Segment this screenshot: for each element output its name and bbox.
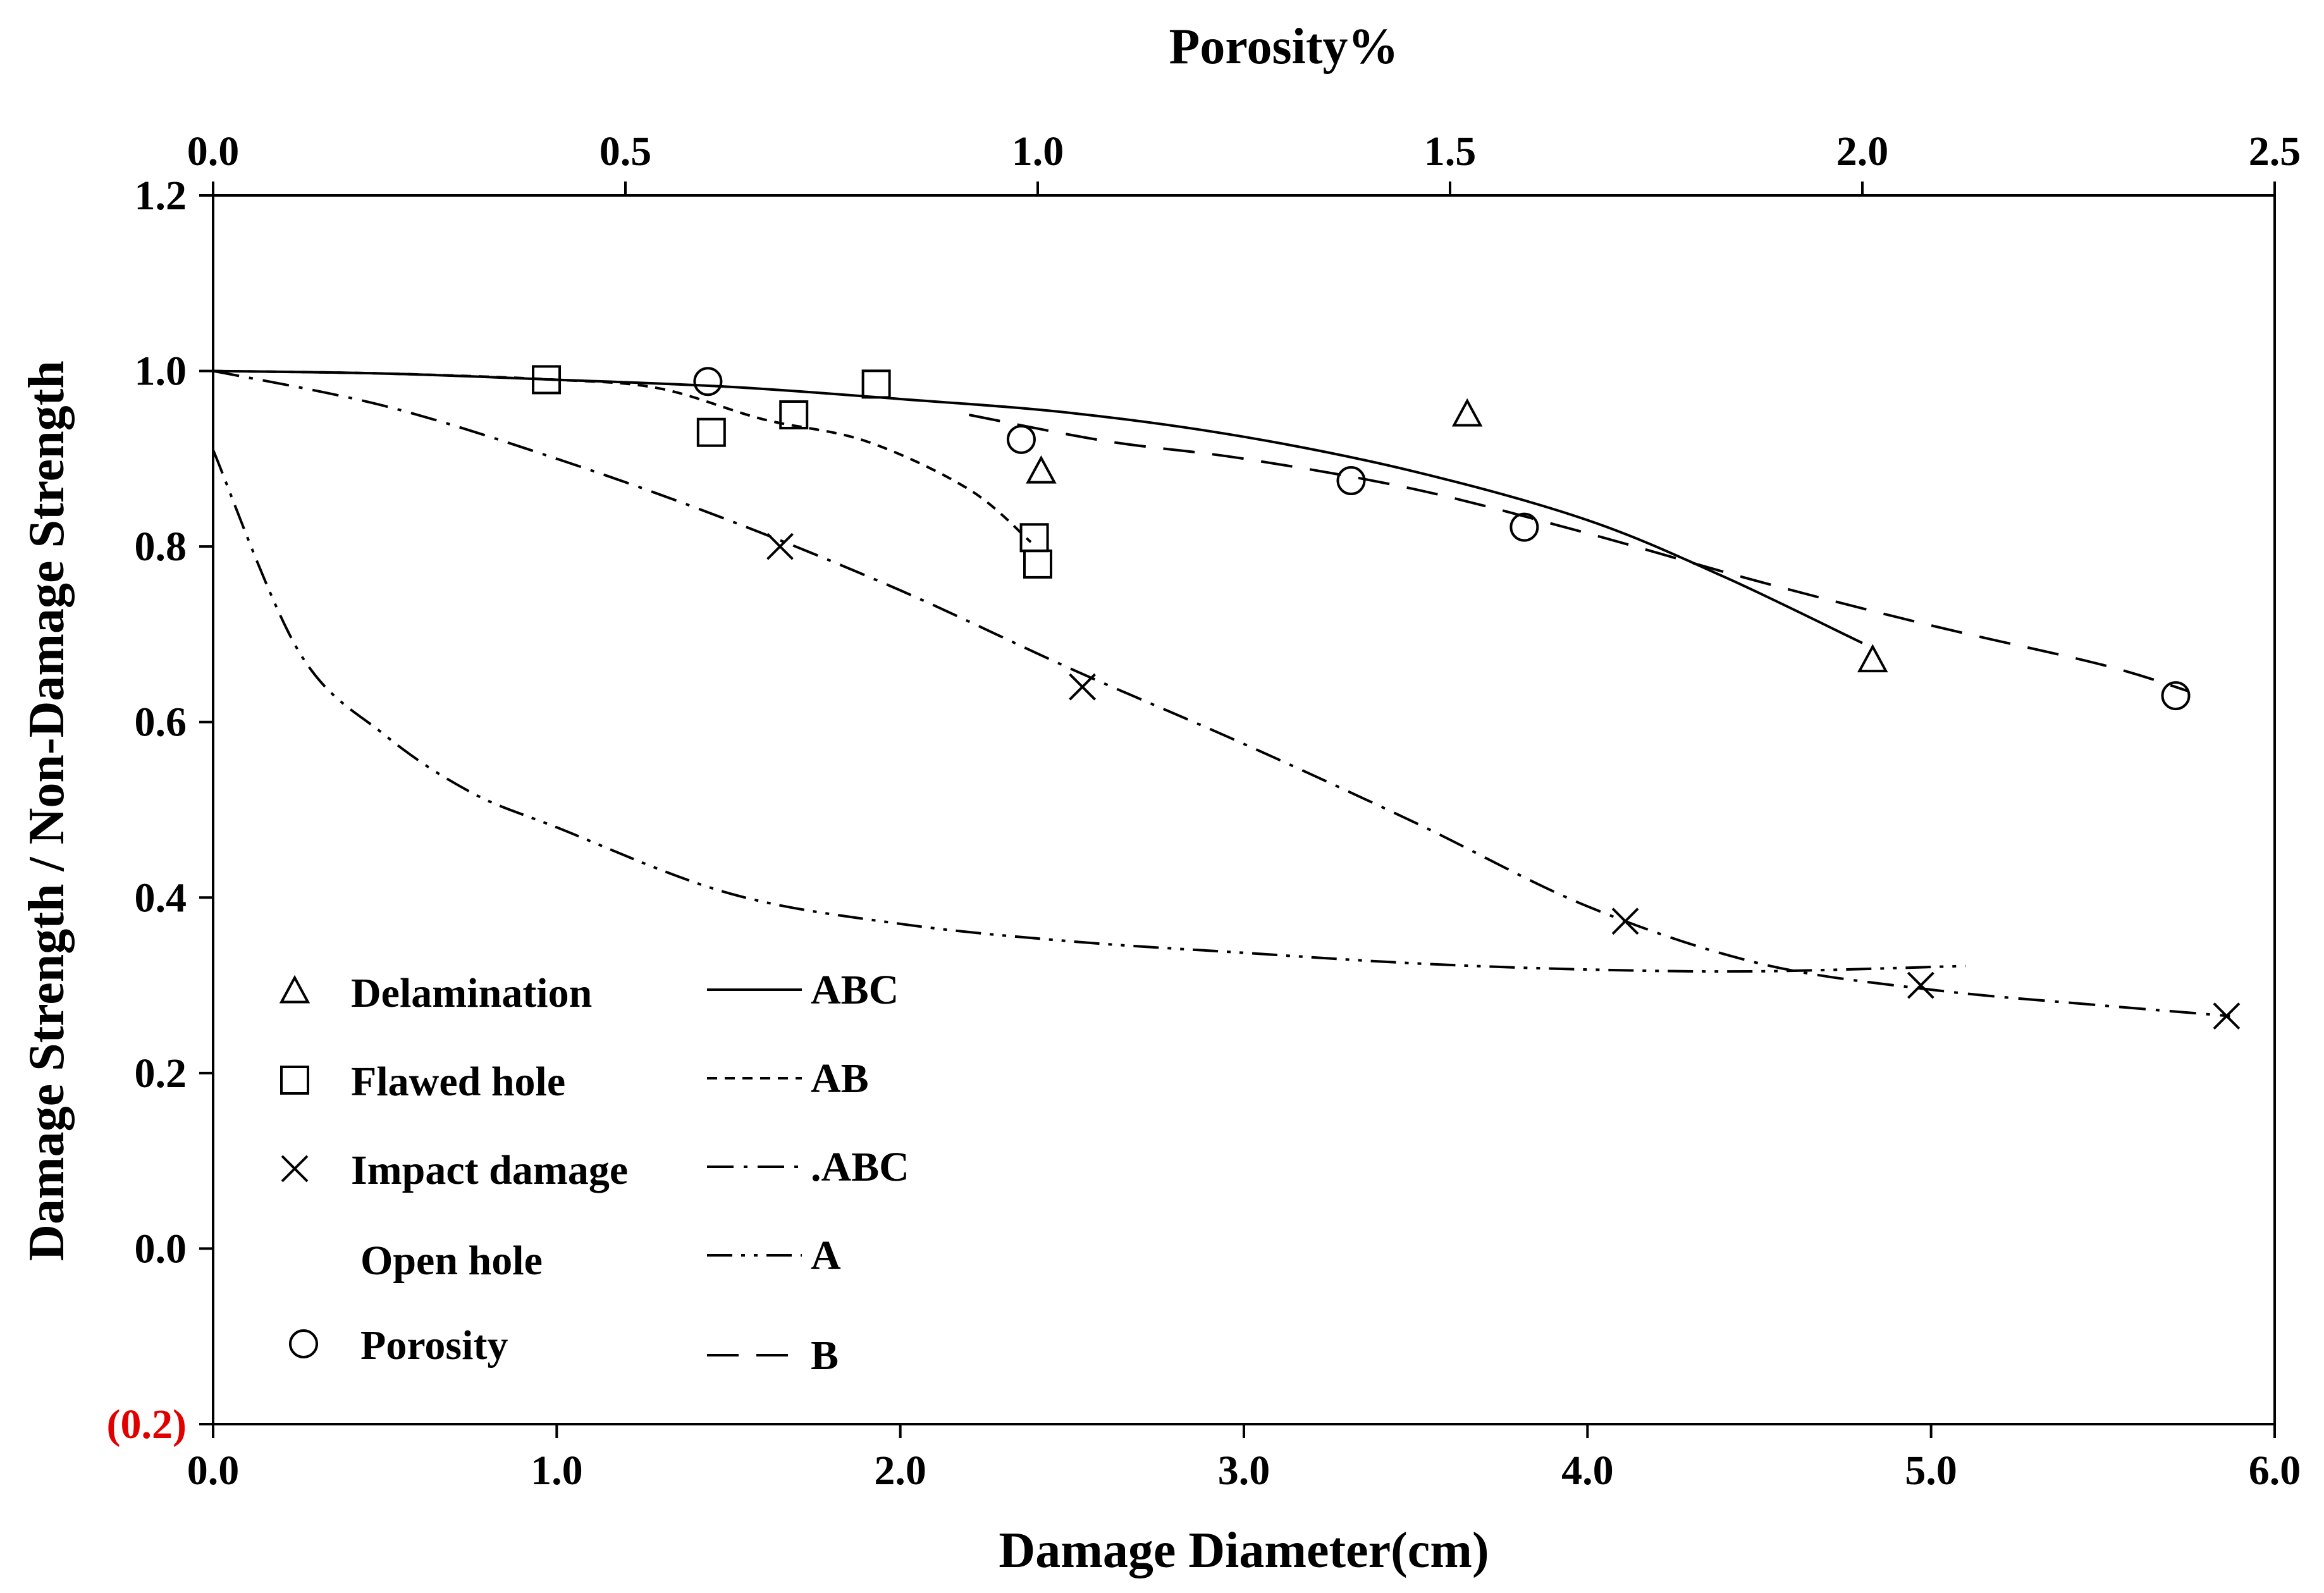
flawed-hole-marker — [1019, 523, 1049, 553]
delamination-marker — [1451, 398, 1483, 427]
top-x-axis-title: Porosity% — [1169, 19, 1399, 75]
top-x-tick-label: 1.0 — [1012, 128, 1064, 175]
legend-label-impact-damage: Impact damage — [351, 1147, 628, 1193]
fit-curves — [212, 369, 2230, 1018]
legend-label-curve: ABC — [811, 967, 899, 1013]
delamination-marker — [1857, 644, 1888, 673]
x-tick-label: 6.0 — [2249, 1448, 2301, 1494]
legend-label-open-hole: Open hole — [360, 1238, 543, 1284]
legend-circle-icon — [289, 1329, 318, 1358]
legend-label-curve: .ABC — [811, 1144, 909, 1190]
delamination-marker — [1026, 455, 1057, 484]
y-tick-label: 0.0 — [135, 1226, 187, 1272]
porosity-marker — [1336, 466, 1366, 496]
x-tick-label: 3.0 — [1218, 1448, 1270, 1494]
curve-ab-dash-short — [212, 369, 1032, 543]
legend-label-curve: B — [811, 1332, 839, 1379]
impact-damage-marker — [1069, 673, 1097, 701]
y-axis-title: Damage Strength / Non-Damage Strength — [19, 360, 75, 1261]
y-tick-label: 0.6 — [135, 699, 187, 746]
x-tick-label: 4.0 — [1561, 1448, 1614, 1494]
impact-damage-marker — [1907, 971, 1934, 999]
legend-square-icon — [280, 1066, 309, 1095]
top-x-tick-label: 2.0 — [1836, 128, 1889, 175]
porosity-marker — [1006, 424, 1036, 454]
top-x-tick-label: 0.5 — [599, 128, 652, 175]
curve-abc-dash-dot — [212, 369, 2230, 1018]
impact-damage-marker — [2213, 1002, 2241, 1030]
curve-abc-solid — [212, 369, 1863, 644]
x-tick-label: 1.0 — [531, 1448, 583, 1494]
y-tick-label: 0.2 — [135, 1050, 187, 1097]
y-tick-label: 0.8 — [135, 524, 187, 570]
x-tick-label: 5.0 — [1905, 1448, 1957, 1494]
legend-label-porosity: Porosity — [360, 1322, 508, 1369]
flawed-hole-marker — [1023, 549, 1052, 579]
x-tick-label: 2.0 — [874, 1448, 926, 1494]
flawed-hole-marker — [779, 400, 809, 429]
porosity-marker — [2161, 681, 2191, 711]
y-tick-label: 0.4 — [135, 875, 187, 921]
ticks: 0.0 1.0 2.0 3.0 4.0 5.0 6.0 0.0 0.5 1.0 1.5 2.0 2.5 (… — [107, 128, 2301, 1494]
data-markers — [532, 365, 2241, 1030]
legend-label-curve: AB — [811, 1055, 869, 1102]
y-tick-label: 1.0 — [135, 348, 187, 395]
curve-a-dash-dot-dot — [212, 449, 1966, 973]
porosity-marker — [693, 367, 723, 397]
x-axis-title: Damage Diameter(cm) — [999, 1523, 1489, 1578]
x-tick-label: 0.0 — [187, 1448, 240, 1494]
curve-b-dash-long — [968, 414, 2189, 693]
porosity-marker — [1509, 512, 1539, 542]
y-tick-label: 1.2 — [135, 173, 187, 219]
legend-label-flawed-hole: Flawed hole — [351, 1059, 565, 1105]
legend: Delamination Flawed hole Impact damage Open… — [279, 967, 909, 1379]
top-x-tick-label: 1.5 — [1424, 128, 1477, 175]
flawed-hole-marker — [861, 369, 891, 399]
legend-x-icon — [281, 1155, 309, 1183]
y-tick-label: (0.2) — [107, 1401, 187, 1448]
impact-damage-marker — [766, 532, 794, 560]
legend-label-curve: A — [811, 1233, 841, 1279]
legend-triangle-icon — [279, 975, 310, 1004]
flawed-hole-marker — [532, 365, 562, 395]
legend-label-delamination: Delamination — [351, 970, 592, 1016]
top-x-tick-label: 2.5 — [2249, 128, 2301, 175]
impact-damage-marker — [1611, 907, 1639, 935]
top-x-tick-label: 0.0 — [187, 128, 240, 175]
flawed-hole-marker — [696, 417, 726, 447]
